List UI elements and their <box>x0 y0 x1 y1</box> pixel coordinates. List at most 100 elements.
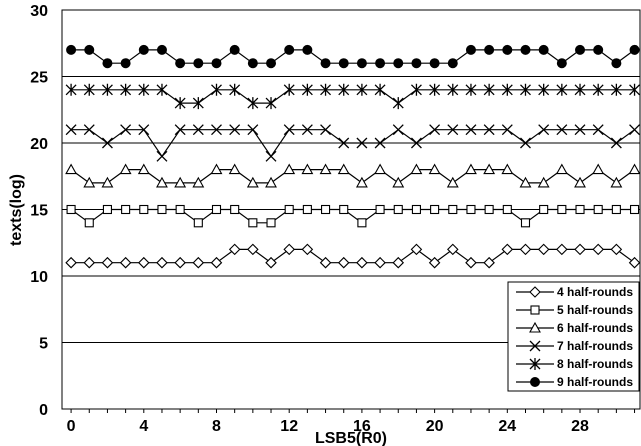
data-point-circle <box>156 44 167 55</box>
data-point-asterisk <box>374 83 386 96</box>
series-line <box>70 168 635 184</box>
data-point-x <box>538 124 550 136</box>
data-point-circle <box>356 58 367 69</box>
legend-entry: 8 half-rounds <box>516 357 633 371</box>
data-point-asterisk <box>83 83 95 96</box>
data-point-x <box>211 124 222 136</box>
data-point-diamond <box>138 256 150 269</box>
data-point-square <box>302 204 312 215</box>
data-point-triangle <box>337 163 350 175</box>
x-tick-label: 0 <box>67 418 76 435</box>
data-point-x <box>65 124 77 136</box>
data-point-asterisk <box>465 83 477 96</box>
data-point-diamond <box>356 256 368 269</box>
data-point-asterisk <box>192 97 204 110</box>
data-point-asterisk <box>356 83 368 96</box>
data-point-square <box>411 204 421 215</box>
data-point-asterisk <box>429 83 441 96</box>
data-point-x <box>101 137 113 149</box>
data-point-diamond <box>192 256 205 269</box>
data-point-asterisk <box>247 97 259 110</box>
y-tick-label: 5 <box>39 336 48 353</box>
data-point-x <box>192 124 204 136</box>
x-tick-label: 16 <box>353 418 371 435</box>
y-axis-title: texts(log) <box>8 174 25 246</box>
series-3 <box>65 163 641 188</box>
data-point-square <box>248 218 258 228</box>
data-point-square <box>393 204 403 215</box>
data-point-circle <box>629 44 640 55</box>
data-point-diamond <box>410 243 423 256</box>
series-line <box>70 208 635 224</box>
data-point-x <box>338 137 350 149</box>
data-point-x <box>229 124 241 136</box>
data-point-diamond <box>447 243 459 256</box>
data-point-asterisk <box>265 97 277 110</box>
legend-entry: 5 half-rounds <box>516 303 633 317</box>
data-point-square <box>575 204 585 215</box>
data-point-diamond <box>374 256 386 269</box>
series-1 <box>65 243 641 269</box>
data-point-square <box>466 204 476 215</box>
series-line <box>71 248 635 264</box>
data-point-triangle <box>574 176 586 188</box>
data-point-square <box>175 204 185 215</box>
data-point-diamond <box>156 256 168 269</box>
data-point-circle <box>320 58 331 69</box>
data-point-diamond <box>610 243 623 256</box>
data-point-asterisk <box>138 83 150 96</box>
data-point-circle <box>302 44 313 55</box>
data-point-diamond <box>265 256 277 269</box>
data-point-triangle <box>392 176 405 188</box>
data-point-diamond <box>83 256 96 269</box>
data-point-diamond <box>428 256 441 269</box>
data-point-circle <box>175 58 186 69</box>
data-point-asterisk <box>501 83 513 96</box>
data-point-asterisk <box>301 83 313 96</box>
series-line <box>71 49 635 64</box>
data-point-diamond <box>247 243 259 256</box>
x-tick-label: 28 <box>571 418 589 435</box>
legend-label: 4 half-rounds <box>557 285 633 299</box>
data-point-circle <box>284 44 295 55</box>
data-point-asterisk <box>556 83 568 96</box>
data-point-triangle <box>483 163 496 175</box>
data-point-asterisk <box>174 97 186 110</box>
data-point-triangle <box>283 163 296 175</box>
data-point-diamond <box>592 243 604 256</box>
data-point-triangle <box>192 176 205 188</box>
data-point-diamond <box>337 256 350 269</box>
data-point-circle <box>193 58 204 69</box>
data-point-circle <box>66 44 77 55</box>
data-point-asterisk <box>120 83 132 96</box>
data-point-triangle <box>446 176 459 188</box>
data-point-square <box>66 204 76 215</box>
data-point-square <box>430 204 440 215</box>
data-point-triangle <box>156 176 168 188</box>
series-line <box>71 89 635 104</box>
data-point-triangle <box>65 163 78 175</box>
x-tick-labels: 0 4 8 12 16 20 24 28 <box>67 418 589 435</box>
data-point-diamond <box>519 243 532 256</box>
data-point-diamond <box>101 256 114 269</box>
data-point-square <box>530 305 540 315</box>
data-point-square <box>230 204 240 215</box>
data-point-triangle <box>537 176 550 188</box>
data-point-triangle <box>592 163 605 175</box>
data-point-circle <box>375 58 386 69</box>
data-point-circle <box>102 58 113 69</box>
legend-entry: 6 half-rounds <box>516 321 633 335</box>
data-point-triangle <box>628 163 641 175</box>
legend-label: 9 half-rounds <box>557 375 633 389</box>
data-point-circle <box>211 58 222 69</box>
data-point-asterisk <box>574 83 586 96</box>
data-point-x <box>392 124 404 136</box>
data-point-x <box>529 340 541 352</box>
series-2 <box>66 204 640 228</box>
data-point-diamond <box>483 256 495 269</box>
legend-label: 7 half-rounds <box>557 339 633 353</box>
data-point-diamond <box>65 256 77 269</box>
data-point-x <box>265 150 277 162</box>
data-point-circle <box>538 44 549 55</box>
data-point-triangle <box>610 176 623 188</box>
